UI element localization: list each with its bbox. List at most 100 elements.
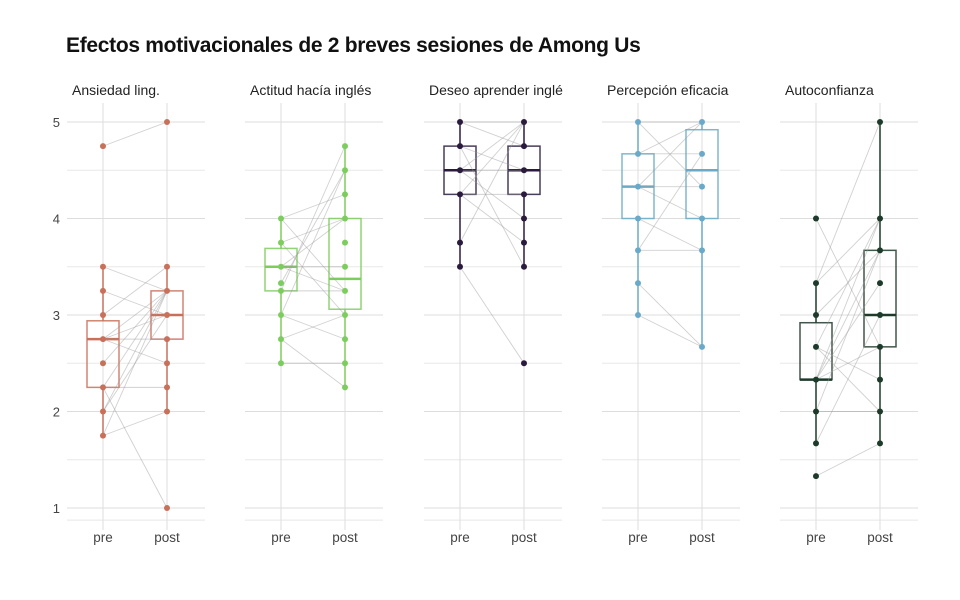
data-point	[100, 384, 106, 391]
data-point	[635, 119, 641, 125]
pair-line	[280, 170, 346, 316]
data-point	[699, 119, 705, 125]
pair-line	[815, 314, 881, 444]
data-point	[342, 215, 348, 222]
facet-label: Percepción eficacia	[607, 82, 729, 98]
pair-line	[459, 145, 525, 267]
pair-line	[280, 218, 346, 244]
data-point	[457, 239, 463, 246]
data-point	[635, 215, 641, 222]
data-point	[100, 360, 106, 367]
data-point	[342, 287, 348, 294]
data-point	[877, 215, 883, 222]
data-point	[521, 167, 527, 174]
data-point	[164, 312, 170, 318]
data-point	[877, 280, 883, 287]
data-point	[457, 191, 463, 198]
pair-line	[102, 387, 168, 509]
data-point	[635, 183, 641, 190]
data-point	[635, 150, 641, 157]
pair-line	[459, 121, 525, 195]
data-point	[877, 247, 883, 254]
facet-label: Ansiedad ling.	[72, 82, 160, 98]
pair-line	[102, 266, 168, 292]
pair-line	[280, 218, 346, 268]
pair-line	[102, 266, 168, 316]
pair-line	[637, 121, 703, 155]
pair-line	[280, 314, 346, 340]
pair-line	[459, 121, 525, 147]
data-point	[100, 143, 106, 150]
facet-label: Deseo aprender inglé	[429, 82, 563, 98]
pair-line	[102, 314, 168, 340]
pair-line	[102, 290, 168, 364]
data-point	[342, 336, 348, 343]
data-point	[521, 360, 527, 367]
pair-line	[815, 218, 881, 284]
facet-label: Actitud hacía inglés	[250, 82, 371, 98]
data-point	[813, 312, 819, 318]
data-point	[164, 360, 170, 367]
x-tick-label: pre	[93, 530, 113, 545]
data-point	[635, 247, 641, 254]
pair-line	[637, 121, 703, 187]
pair-line	[459, 121, 525, 171]
pair-line	[459, 169, 525, 219]
pair-line	[280, 193, 346, 219]
data-point	[342, 167, 348, 174]
x-tick-label: pre	[628, 530, 648, 545]
facet-panel: Actitud hacía inglés pre post	[245, 82, 383, 545]
pair-line	[102, 290, 168, 316]
chart-title: Efectos motivacionales de 2 breves sesio…	[66, 34, 641, 57]
pair-line	[102, 314, 168, 412]
data-point	[699, 150, 705, 157]
data-point	[342, 143, 348, 150]
pair-line	[280, 218, 346, 292]
data-point	[278, 215, 284, 222]
pair-line	[102, 290, 168, 412]
pair-line	[815, 282, 881, 380]
data-point	[164, 336, 170, 343]
data-point	[813, 473, 819, 480]
pair-line	[280, 314, 346, 340]
facet-panel: Autoconfianza pre post	[780, 82, 918, 545]
data-point	[457, 167, 463, 174]
pair-line	[637, 186, 703, 219]
x-tick-label: post	[867, 530, 893, 545]
data-point	[521, 263, 527, 270]
pair-line	[815, 250, 881, 412]
pair-line	[102, 290, 168, 388]
pair-line	[815, 346, 881, 381]
pair-line	[815, 250, 881, 380]
data-point	[164, 119, 170, 125]
data-point	[521, 239, 527, 246]
data-point	[342, 239, 348, 246]
pair-line	[637, 121, 703, 187]
x-tick-label: post	[689, 530, 715, 545]
data-point	[342, 191, 348, 198]
pair-line	[280, 266, 346, 292]
pair-line	[459, 121, 525, 243]
data-point	[278, 263, 284, 270]
data-point	[813, 376, 819, 383]
data-point	[342, 312, 348, 318]
data-point	[877, 343, 883, 350]
data-point	[164, 263, 170, 270]
data-point	[342, 360, 348, 367]
data-point	[877, 119, 883, 125]
data-point	[278, 280, 284, 287]
pair-line	[815, 218, 881, 348]
data-point	[635, 280, 641, 287]
data-point	[699, 183, 705, 190]
data-point	[342, 263, 348, 270]
data-point	[521, 215, 527, 222]
data-point	[813, 408, 819, 415]
x-tick-label: pre	[450, 530, 470, 545]
x-tick-label: post	[332, 530, 358, 545]
data-point	[635, 312, 641, 318]
data-point	[100, 287, 106, 294]
facet-panel: Percepción eficacia pre post	[602, 82, 740, 545]
x-tick-label: pre	[271, 530, 291, 545]
